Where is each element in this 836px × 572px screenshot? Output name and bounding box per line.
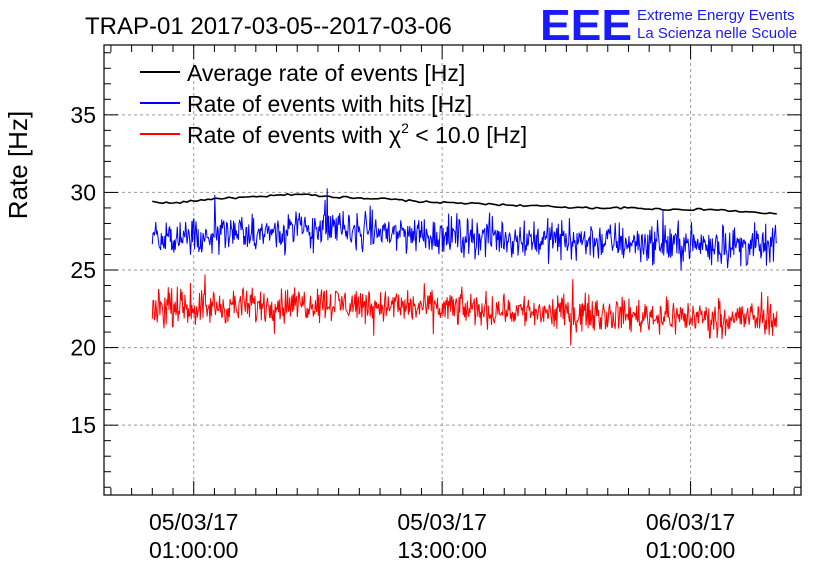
series-line-average (152, 192, 777, 215)
grid-lines (104, 45, 801, 495)
x-tick-label-time: 01:00:00 (646, 537, 736, 563)
y-tick-label: 25 (70, 257, 96, 283)
axis-ticks: 152025303505/03/1701:00:0005/03/1713:00:… (70, 45, 801, 563)
legend: Average rate of events [Hz] Rate of even… (140, 60, 527, 148)
y-tick-label: 15 (70, 412, 96, 438)
x-tick-label-date: 05/03/17 (149, 509, 239, 535)
logo-line1: Extreme Energy Events (637, 7, 795, 24)
y-tick-label: 30 (70, 179, 96, 205)
y-tick-label: 20 (70, 335, 96, 361)
x-tick-label-date: 05/03/17 (397, 509, 487, 535)
x-tick-label-date: 06/03/17 (646, 509, 736, 535)
series-line-hits (151, 188, 778, 271)
legend-label-chi2: Rate of events with χ2 < 10.0 [Hz] (187, 120, 527, 148)
series-line-chi2 (151, 274, 778, 346)
y-axis-label: Rate [Hz] (3, 111, 33, 219)
legend-label-average: Average rate of events [Hz] (187, 60, 465, 86)
y-tick-label: 35 (70, 102, 96, 128)
x-tick-label-time: 01:00:00 (149, 537, 239, 563)
logo-line2: La Scienza nelle Scuole (637, 25, 797, 42)
chart-title: TRAP-01 2017-03-05--2017-03-06 (85, 13, 452, 40)
legend-label-hits: Rate of events with hits [Hz] (187, 91, 472, 117)
logo-mark: EEE (540, 1, 632, 50)
series-layer (151, 188, 778, 346)
x-tick-label-time: 13:00:00 (397, 537, 487, 563)
eee-logo: EEE Extreme Energy Events La Scienza nel… (540, 1, 797, 50)
